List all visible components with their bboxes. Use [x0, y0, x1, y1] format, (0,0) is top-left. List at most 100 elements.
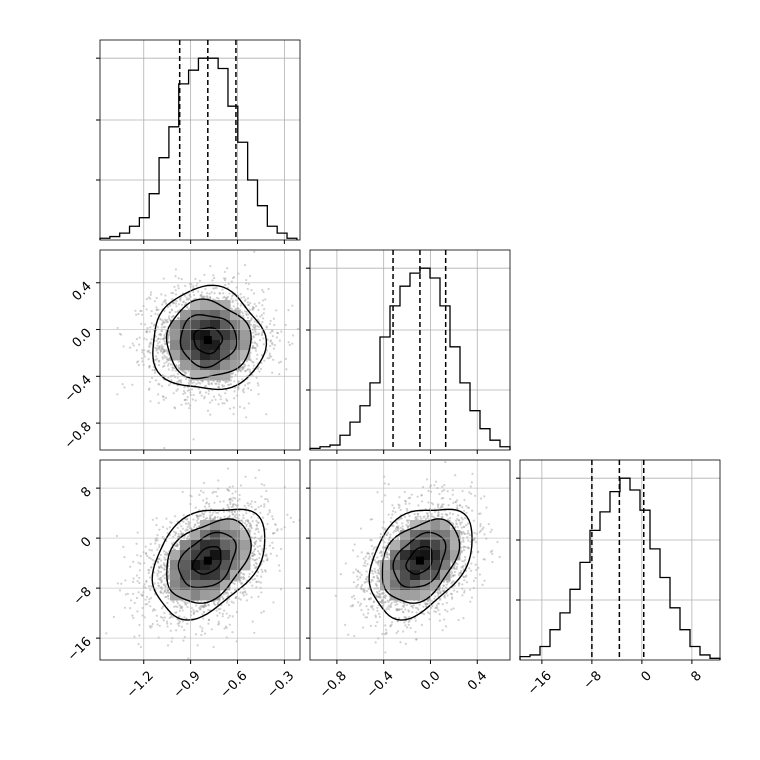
scatter-point — [224, 592, 228, 595]
scatter-point — [161, 345, 165, 348]
scatter-point — [174, 533, 177, 537]
scatter-point — [456, 517, 459, 521]
scatter-point — [233, 390, 236, 393]
scatter-point — [229, 501, 232, 504]
scatter-point — [376, 606, 379, 609]
scatter-point — [387, 513, 390, 516]
scatter-point — [461, 566, 464, 569]
scatter-point — [370, 606, 373, 609]
scatter-point — [179, 297, 182, 300]
scatter-point — [169, 629, 172, 632]
scatter-point — [251, 373, 254, 377]
scatter-point — [440, 516, 443, 519]
scatter-point — [157, 569, 160, 572]
scatter-point — [439, 592, 442, 595]
scatter-point — [192, 393, 195, 397]
scatter-point — [371, 570, 374, 573]
scatter-point — [137, 312, 140, 316]
scatter-point — [156, 574, 159, 577]
density-cell — [170, 350, 181, 361]
scatter-point — [162, 337, 165, 340]
scatter-point — [266, 522, 269, 526]
scatter-point — [367, 598, 371, 601]
scatter-point — [374, 615, 378, 619]
scatter-point — [148, 380, 152, 384]
scatter-point — [389, 603, 393, 606]
scatter-point — [228, 383, 231, 386]
scatter-point — [231, 499, 234, 502]
scatter-point — [178, 609, 181, 613]
scatter-point — [386, 556, 389, 559]
scatter-point — [376, 592, 379, 595]
scatter-point — [367, 608, 370, 611]
scatter-point — [145, 297, 148, 301]
scatter-point — [254, 333, 257, 336]
scatter-point — [253, 553, 256, 556]
scatter-point — [372, 548, 375, 551]
scatter-point — [360, 608, 363, 612]
scatter-point — [162, 574, 165, 578]
scatter-point — [249, 523, 252, 526]
scatter-point — [243, 366, 246, 369]
scatter-point — [161, 352, 164, 355]
scatter-point — [252, 545, 256, 548]
scatter-point — [434, 480, 438, 483]
scatter-point — [160, 588, 163, 591]
scatter-point — [364, 555, 367, 558]
scatter-point — [383, 601, 386, 604]
density-cell — [190, 530, 201, 541]
scatter-point — [178, 367, 181, 370]
scatter-point — [154, 312, 157, 315]
scatter-point — [461, 583, 464, 586]
scatter-point — [380, 600, 383, 604]
scatter-point — [266, 557, 269, 560]
scatter-point — [230, 591, 233, 594]
scatter-point — [202, 617, 205, 620]
scatter-point — [164, 584, 167, 588]
scatter-point — [157, 342, 160, 345]
scatter-point — [426, 514, 429, 518]
scatter-point — [171, 298, 174, 301]
scatter-point — [167, 341, 170, 344]
scatter-point — [148, 624, 151, 628]
scatter-point — [168, 526, 171, 529]
scatter-point — [147, 569, 151, 572]
scatter-point — [188, 379, 191, 382]
scatter-point — [213, 602, 216, 606]
scatter-point — [232, 412, 235, 416]
scatter-point — [162, 395, 165, 398]
scatter-point — [172, 291, 175, 295]
scatter-point — [391, 504, 394, 507]
scatter-point — [201, 605, 204, 608]
scatter-point — [148, 342, 151, 345]
scatter-point — [234, 373, 237, 377]
scatter-point — [384, 624, 387, 627]
scatter-point — [265, 325, 268, 328]
scatter-point — [364, 564, 367, 568]
scatter-point — [209, 297, 212, 300]
scatter-point — [264, 547, 267, 550]
scatter-point — [359, 576, 362, 579]
scatter-point — [167, 591, 171, 594]
scatter-point — [399, 526, 403, 529]
scatter-point — [468, 491, 471, 494]
scatter-point — [253, 341, 256, 344]
scatter-point — [438, 613, 441, 616]
scatter-point — [362, 564, 365, 567]
scatter-point — [184, 603, 187, 606]
scatter-point — [361, 583, 364, 587]
scatter-point — [286, 513, 289, 516]
scatter-point — [166, 320, 169, 324]
scatter-point — [367, 612, 370, 615]
scatter-point — [437, 591, 440, 595]
scatter-point — [163, 583, 166, 586]
scatter-point — [246, 287, 249, 291]
scatter-point — [251, 584, 254, 587]
scatter-point — [258, 301, 261, 304]
scatter-point — [222, 296, 225, 299]
scatter-point — [160, 347, 164, 351]
scatter-point — [353, 597, 356, 600]
scatter-point — [404, 502, 407, 505]
scatter-point — [197, 381, 200, 384]
density-cell — [430, 530, 441, 541]
